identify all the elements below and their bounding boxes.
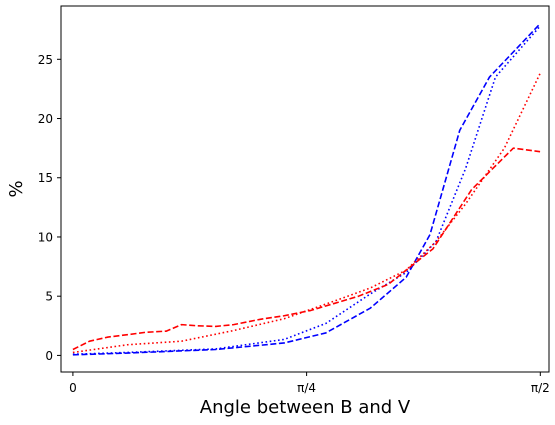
- series-line-2: [72, 25, 541, 356]
- y-axis-label: %: [6, 180, 27, 197]
- plot-frame: [60, 5, 550, 373]
- y-tick-label: 20: [38, 112, 53, 126]
- x-tick-label: π/2: [531, 381, 550, 395]
- y-tick-label: 15: [38, 171, 53, 185]
- x-axis-ticks: 0 π/4 π/2: [69, 372, 550, 395]
- series-line-1: [72, 23, 541, 356]
- y-tick-label: 5: [45, 290, 53, 304]
- series-lines: [72, 23, 541, 356]
- y-tick-label: 25: [38, 53, 53, 67]
- y-axis-ticks: 0 5 10 15 20 25: [38, 53, 61, 363]
- x-axis-label: Angle between B and V: [200, 397, 411, 418]
- x-tick-label: π/4: [297, 381, 316, 395]
- y-tick-label: 0: [45, 349, 53, 363]
- x-tick-label: 0: [69, 381, 77, 395]
- series-line-4: [72, 73, 541, 354]
- y-tick-label: 10: [38, 230, 53, 244]
- series-line-3: [72, 147, 541, 351]
